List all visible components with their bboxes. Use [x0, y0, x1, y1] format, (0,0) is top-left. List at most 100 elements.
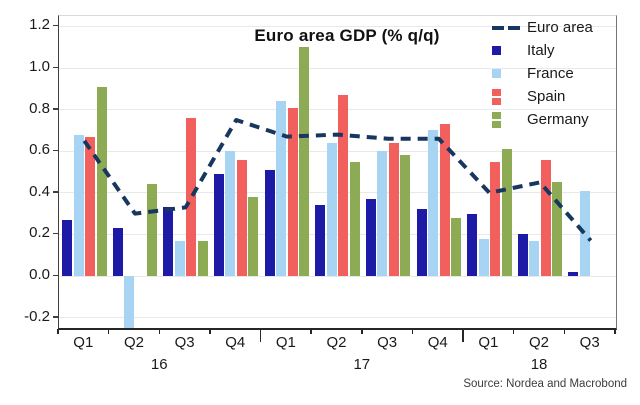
- italy-bar: [315, 205, 326, 276]
- spain-bar: [236, 159, 247, 276]
- germany-bar: [451, 217, 462, 276]
- x-axis-label: Q2: [529, 334, 550, 351]
- gridline: [59, 233, 616, 235]
- y-axis-tick: [53, 191, 58, 193]
- italy-bar: [163, 207, 174, 276]
- legend-label: Euro area: [527, 19, 593, 36]
- germany-bar: [349, 161, 360, 276]
- legend-item-euro-area: Euro area: [492, 16, 593, 39]
- italy-bar: [568, 271, 579, 276]
- y-axis-label: 1.2: [29, 16, 50, 34]
- y-axis-label: 0.2: [29, 224, 50, 242]
- year-label: 16: [150, 356, 168, 373]
- gridline: [59, 275, 616, 277]
- x-axis-tick: [57, 329, 59, 334]
- x-axis-tick: [411, 329, 414, 334]
- x-axis-tick: [310, 329, 312, 334]
- x-axis-label: Q3: [579, 334, 600, 351]
- dash-segment: [492, 25, 504, 30]
- x-axis-tick: [158, 329, 161, 334]
- france-bar: [326, 142, 337, 276]
- spain-bar: [338, 95, 349, 276]
- y-axis-tick: [53, 108, 58, 110]
- x-axis-tick: [209, 329, 211, 334]
- square-swatch: [492, 46, 501, 55]
- x-axis-tick: [512, 329, 515, 334]
- year-label: 18: [530, 356, 548, 373]
- x-axis-tick: [563, 329, 566, 334]
- legend-item-italy: Italy: [492, 39, 593, 62]
- x-axis-label: Q1: [275, 334, 296, 351]
- y-axis-tick: [53, 66, 58, 68]
- y-axis-label: 0.8: [29, 99, 50, 117]
- x-axis-label: Q2: [326, 334, 347, 351]
- double-square-swatch: [492, 111, 501, 128]
- gridline: [59, 317, 616, 319]
- italy-bar: [517, 234, 528, 276]
- dash-segment: [508, 25, 520, 30]
- france-swatch-icon: [492, 69, 527, 78]
- spain-bar: [490, 161, 501, 276]
- x-axis-label: Q2: [123, 334, 144, 351]
- y-axis-label: 0.6: [29, 141, 50, 159]
- germany-bar: [400, 155, 411, 276]
- chart-title: Euro area GDP (% q/q): [254, 26, 440, 45]
- gridline: [59, 25, 616, 27]
- italy-swatch-icon: [492, 46, 527, 55]
- x-axis-label: Q1: [73, 334, 94, 351]
- france-bar: [478, 238, 489, 276]
- x-axis-label: Q4: [427, 334, 448, 351]
- italy-bar: [416, 209, 427, 276]
- gridline: [59, 109, 616, 111]
- spain-bar: [540, 159, 551, 276]
- italy-bar: [213, 174, 224, 276]
- france-bar: [124, 276, 135, 328]
- france-bar: [225, 151, 236, 276]
- legend: Euro area Italy France Spain Germany: [492, 16, 593, 131]
- square-swatch: [492, 69, 501, 78]
- italy-bar: [264, 169, 275, 276]
- italy-bar: [365, 199, 376, 276]
- legend-label: France: [527, 65, 574, 82]
- gridline: [59, 192, 616, 194]
- double-square-swatch: [492, 88, 501, 105]
- plot-area: [58, 15, 617, 330]
- y-axis-label: -0.2: [24, 307, 50, 325]
- gridline: [59, 67, 616, 69]
- year-label: 17: [353, 356, 371, 373]
- y-axis-label: 0.4: [29, 182, 50, 200]
- france-bar: [73, 134, 84, 276]
- euro-area-line: [82, 118, 593, 242]
- x-axis-label: Q3: [174, 334, 195, 351]
- x-axis-tick: [462, 329, 464, 342]
- x-axis-label: Q3: [377, 334, 398, 351]
- legend-label: Germany: [527, 111, 589, 128]
- legend-item-germany: Germany: [492, 108, 593, 131]
- spain-bar: [388, 142, 399, 276]
- germany-bar: [248, 196, 259, 276]
- germany-bar: [501, 149, 512, 276]
- dashed-line-icon: [492, 25, 527, 30]
- y-axis-tick: [53, 149, 58, 152]
- x-axis-tick: [614, 329, 616, 334]
- spain-bar: [439, 124, 450, 276]
- spain-bar: [85, 136, 96, 276]
- y-axis-label: 1.0: [29, 58, 50, 75]
- germany-bar: [96, 86, 107, 276]
- legend-item-spain: Spain: [492, 85, 593, 108]
- legend-label: Italy: [527, 42, 555, 59]
- y-axis-tick: [53, 316, 58, 318]
- gridline: [59, 150, 616, 152]
- x-axis-label: Q1: [478, 334, 499, 351]
- germany-bar: [552, 182, 563, 276]
- france-bar: [579, 190, 590, 276]
- x-axis-tick: [259, 329, 262, 342]
- x-axis-label: Q4: [225, 334, 246, 351]
- x-axis-tick: [107, 329, 110, 334]
- source-note: Source: Nordea and Macrobond: [463, 378, 627, 390]
- germany-bar: [299, 47, 310, 276]
- x-axis-tick: [361, 329, 363, 334]
- germany-bar: [147, 184, 158, 276]
- france-bar: [377, 151, 388, 276]
